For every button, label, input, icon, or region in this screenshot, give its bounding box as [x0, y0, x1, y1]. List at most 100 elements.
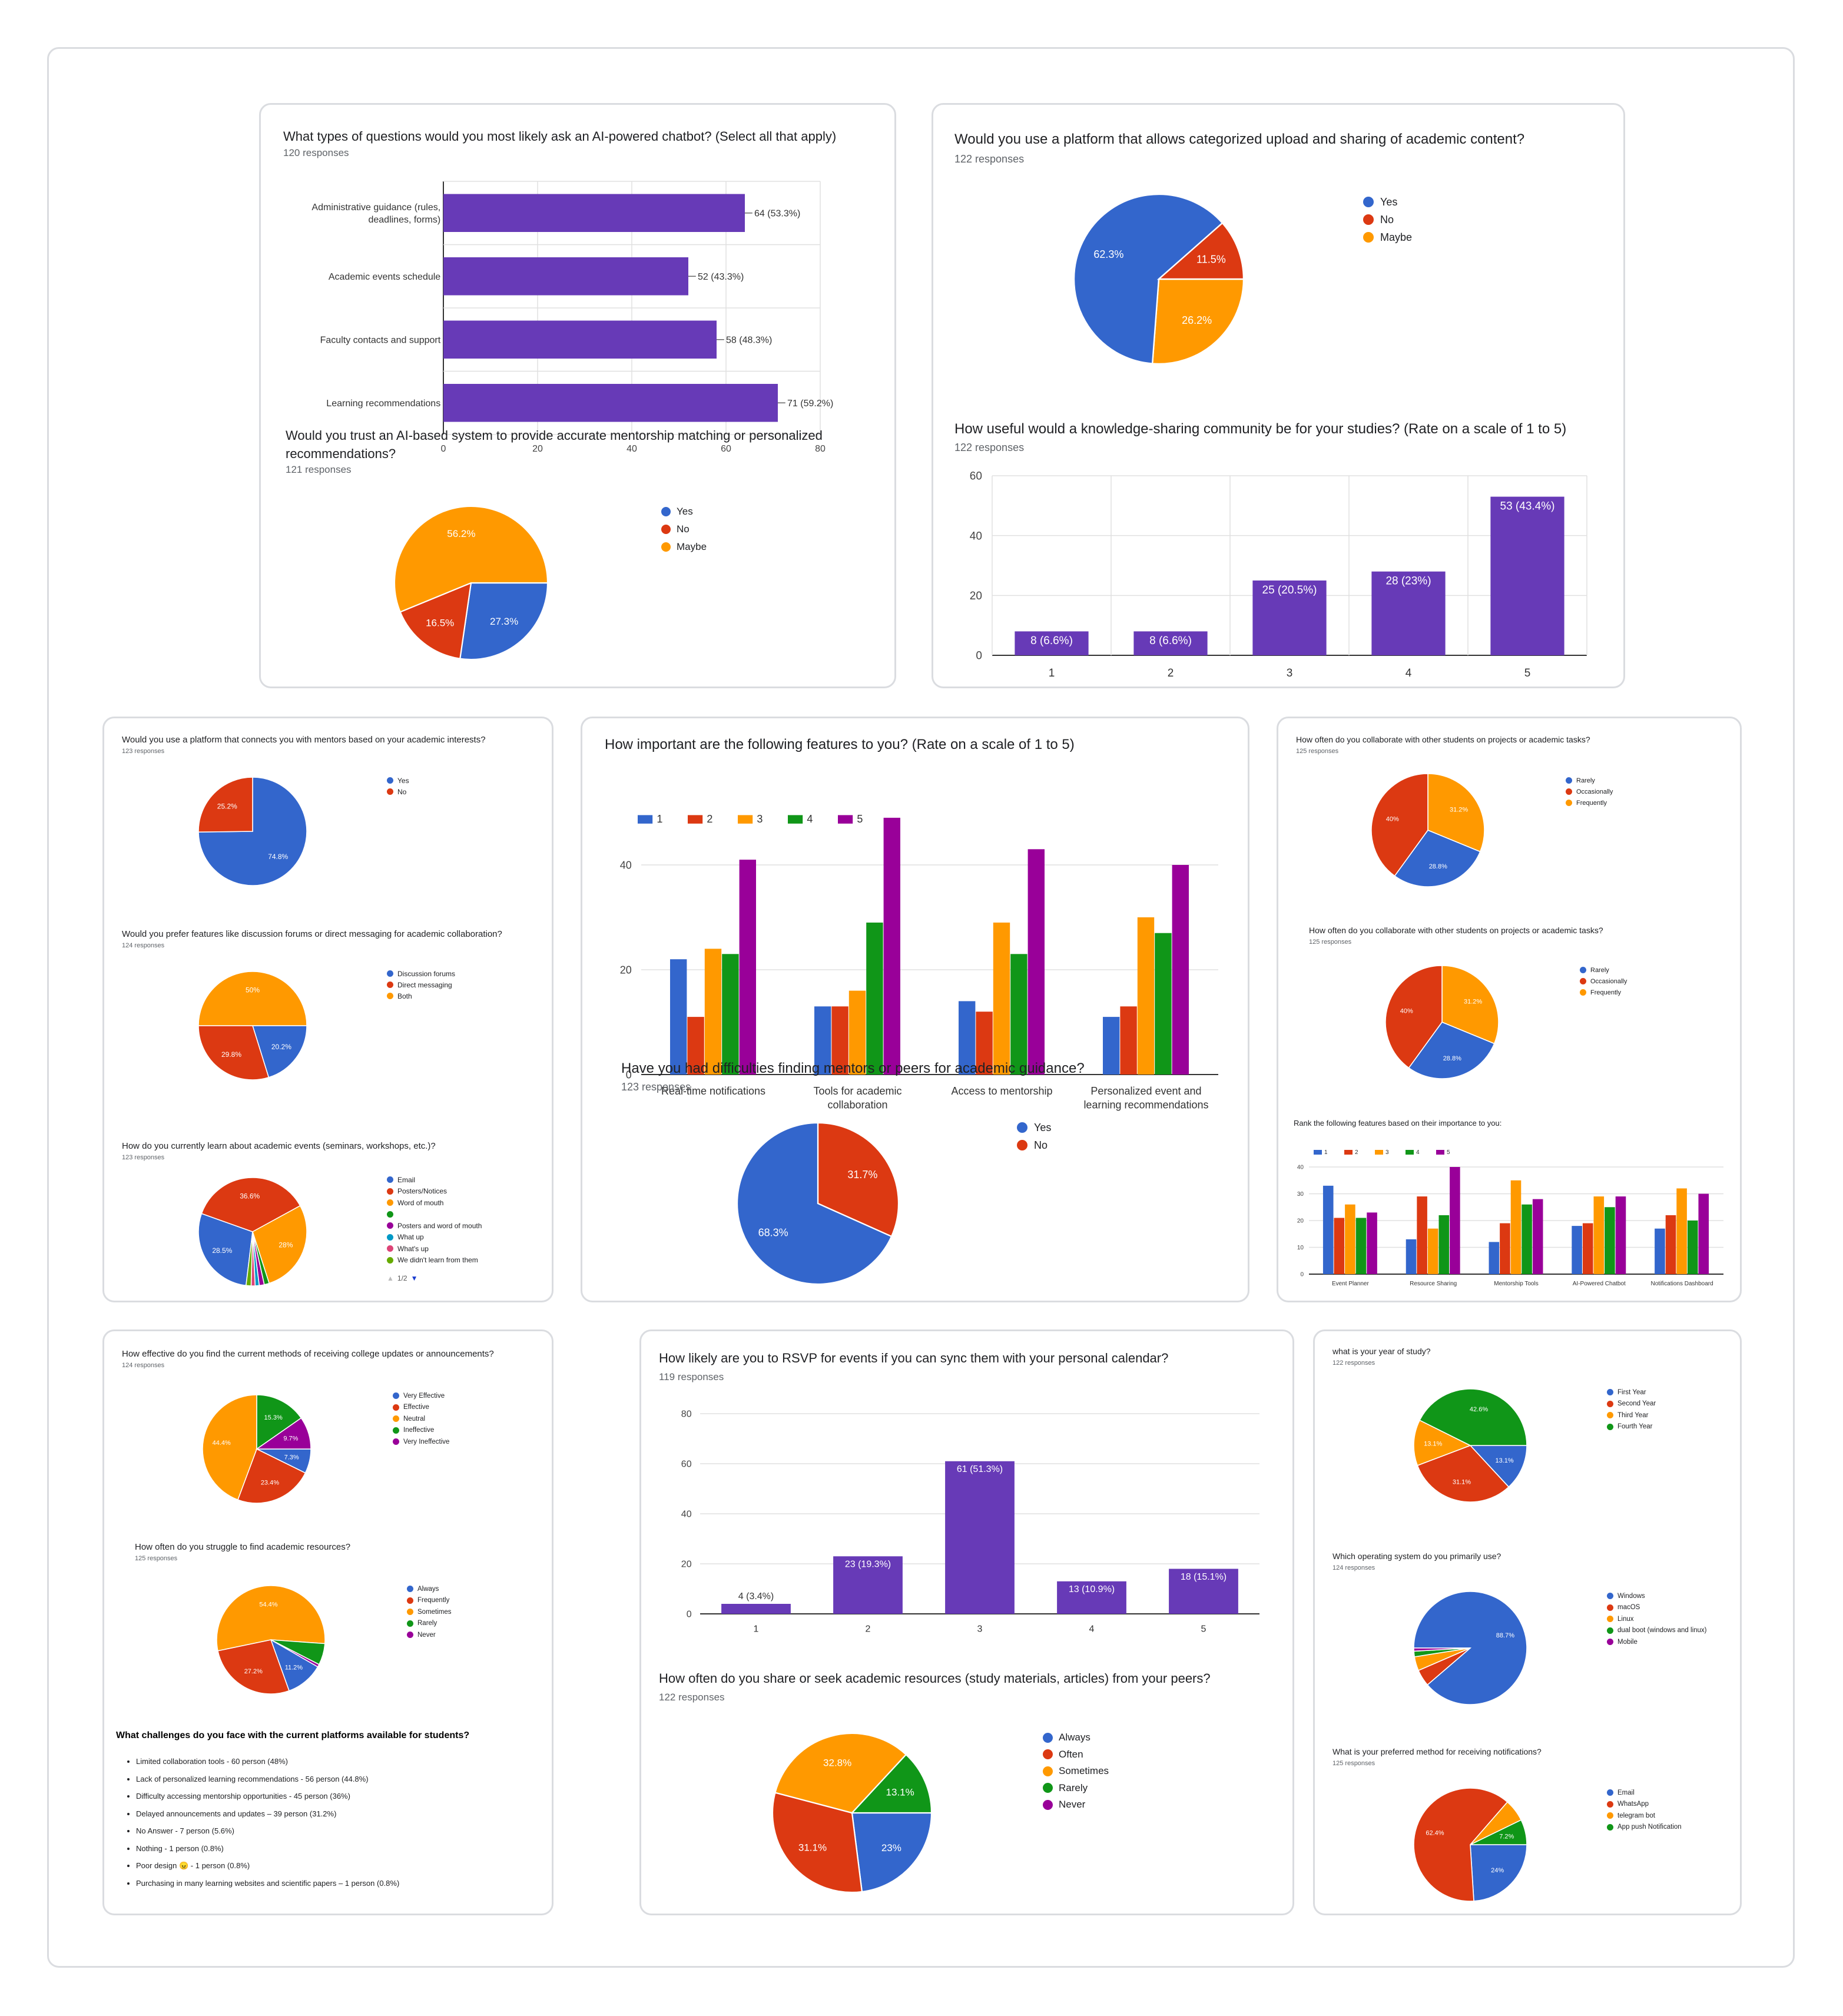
chart-legend: Always Frequently Sometimes Rarely Never — [407, 1583, 452, 1641]
legend-swatch — [387, 788, 393, 795]
legend-swatch — [387, 1188, 393, 1195]
x-tick-label: 40 — [627, 444, 637, 454]
legend-label: Ineffective — [403, 1427, 435, 1434]
slice-label: 31.7% — [847, 1169, 877, 1181]
pie-slice — [1413, 1647, 1471, 1652]
response-count: 122 responses — [1332, 1360, 1375, 1367]
pie-slice — [252, 1205, 307, 1284]
bar — [1582, 1223, 1593, 1274]
card-mentors-forums-events: Would you use a platform that connects y… — [102, 717, 553, 1302]
page-down-icon[interactable]: ▼ — [410, 1274, 418, 1282]
legend-swatch — [1580, 978, 1586, 984]
legend-label: Word of mouth — [397, 1198, 444, 1207]
legend-item: Ineffective — [393, 1425, 449, 1437]
card-features-difficulties: How important are the following features… — [581, 717, 1249, 1302]
legend-item: Rarely — [407, 1618, 452, 1630]
pie-slice — [217, 1639, 290, 1695]
y-tick-label: Learning recommendations — [326, 399, 440, 409]
legend-swatch — [1607, 1823, 1613, 1831]
question-title: Would you use a platform that allows cat… — [954, 131, 1525, 147]
legend-item: Always — [407, 1583, 452, 1595]
page-up-icon[interactable]: ▲ — [387, 1274, 394, 1282]
pie-slice — [1441, 965, 1499, 1045]
bar — [1155, 933, 1172, 1075]
bar — [1605, 1207, 1615, 1274]
legend-swatch — [387, 1176, 393, 1183]
x-tick-label: 2 — [866, 1624, 871, 1634]
chart-legend: Yes No Maybe — [1363, 193, 1412, 246]
question-title: How likely are you to RSVP for events if… — [659, 1351, 1169, 1365]
legend-item: Yes — [1017, 1119, 1051, 1136]
legend-swatch — [1043, 1799, 1053, 1810]
slice-label: 25.2% — [217, 803, 237, 811]
bar — [1367, 1212, 1377, 1274]
bar — [1120, 1006, 1137, 1075]
x-tick-label: 4 — [1406, 667, 1412, 679]
legend-item: What's up — [387, 1243, 482, 1255]
legend-swatch — [407, 1597, 413, 1604]
legend-label: Neutral — [403, 1415, 426, 1423]
legend-swatch — [1363, 232, 1374, 243]
x-tick-label: 3 — [1287, 667, 1293, 679]
slice-label: 15.3% — [264, 1414, 283, 1421]
legend-swatch — [387, 1256, 393, 1264]
legend-swatch — [1607, 1801, 1613, 1808]
pie-slice — [1427, 773, 1485, 853]
legend-label: 3 — [757, 813, 763, 825]
legend-item: telegram bot — [1607, 1810, 1682, 1822]
bar — [443, 384, 778, 422]
slice-label: 31.2% — [1450, 807, 1468, 814]
y-tick-label: 0 — [1300, 1272, 1304, 1278]
legend-pager[interactable]: ▲ 1/2 ▼ — [387, 1274, 417, 1282]
list-item: No Answer - 7 person (5.6%) — [136, 1822, 560, 1840]
legend-item: Maybe — [1363, 228, 1412, 246]
y-tick-label: Academic events schedule — [329, 272, 440, 282]
response-count: 124 responses — [122, 942, 165, 949]
pie-slice — [1417, 1445, 1510, 1503]
x-tick-label: Resource Sharing — [1410, 1281, 1457, 1287]
card-year-os-notifications: what is your year of study? 122 responses… — [1313, 1329, 1742, 1915]
legend-swatch — [1566, 777, 1572, 784]
response-count: 124 responses — [122, 1362, 165, 1369]
bar — [1510, 1180, 1522, 1274]
bar — [1698, 1193, 1709, 1274]
slice-label: 28% — [279, 1241, 293, 1249]
legend-label: Occasionally — [1576, 788, 1613, 795]
question-title: Which operating system do you primarily … — [1332, 1551, 1501, 1561]
bar — [1489, 1242, 1500, 1274]
x-tick-label: Personalized event and learning recommend… — [1083, 1085, 1208, 1110]
legend-label: Very Effective — [403, 1392, 445, 1400]
legend-label: 3 — [1385, 1149, 1389, 1156]
question-title: How effective do you find the current me… — [122, 1349, 494, 1359]
legend-swatch — [387, 1222, 393, 1229]
question-title: Rank the following features based on the… — [1294, 1119, 1502, 1128]
response-count: 122 responses — [659, 1692, 725, 1703]
bar — [722, 954, 739, 1075]
bar — [1010, 954, 1027, 1075]
page-frame — [47, 47, 1795, 1968]
legend-item: Posters and word of mouth — [387, 1220, 482, 1232]
slice-label: 32.8% — [823, 1757, 851, 1768]
legend-item: Frequently — [1580, 987, 1627, 998]
legend-item — [387, 1209, 482, 1221]
bar — [866, 922, 883, 1075]
legend-label: Frequently — [417, 1597, 450, 1604]
bar — [833, 1556, 903, 1614]
x-tick-label: 1 — [1049, 667, 1055, 679]
data-label: 71 (59.2%) — [787, 399, 833, 409]
legend-swatch — [1607, 1812, 1613, 1819]
legend-swatch — [1580, 967, 1586, 973]
pie-slice — [850, 1753, 933, 1814]
y-tick-label: 40 — [970, 530, 982, 542]
chart-legend: First Year Second Year Third Year Fourth Ye… — [1607, 1387, 1656, 1433]
legend-label: First Year — [1617, 1388, 1646, 1396]
legend-item: Often — [1043, 1746, 1109, 1763]
legend-swatch — [1017, 1122, 1027, 1133]
legend-swatch — [387, 982, 393, 988]
legend-swatch — [1406, 1150, 1414, 1155]
card-rsvp-share: How likely are you to RSVP for events if… — [639, 1329, 1294, 1915]
pie-slice — [1073, 193, 1224, 364]
legend-swatch — [838, 815, 853, 824]
y-tick-label: 0 — [626, 1069, 632, 1080]
pie-slice — [198, 971, 307, 1026]
